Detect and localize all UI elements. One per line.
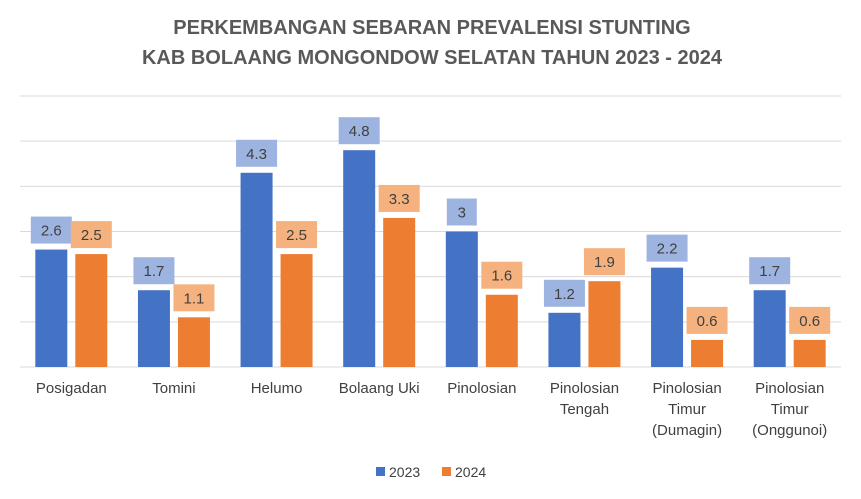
category-label: (Dumagin) — [652, 422, 722, 439]
category-label: Timur — [668, 401, 706, 418]
category-label: Tengah — [560, 401, 609, 418]
bar-2023 — [753, 290, 786, 367]
category-label: Pinolosian — [755, 380, 824, 397]
data-label-box — [30, 216, 72, 244]
bars — [35, 150, 826, 367]
data-label-box — [583, 248, 625, 276]
bar-2024 — [691, 339, 724, 367]
data-label: 1.2 — [554, 286, 575, 303]
bar-2024 — [75, 254, 108, 367]
data-label-box — [70, 221, 112, 249]
data-label-box — [133, 257, 175, 285]
bar-2024 — [793, 339, 826, 367]
category-label: Pinolosian — [550, 380, 619, 397]
category-label: (Onggunoi) — [752, 422, 827, 439]
data-label-box — [543, 279, 585, 307]
data-label-box — [789, 306, 831, 334]
category-labels: Posigadan Tomini Helumo Bolaang Uki Pinolosi… — [36, 380, 827, 439]
category-label: Posigadan — [36, 380, 107, 397]
bar-2024 — [485, 294, 518, 367]
bar-2024 — [280, 254, 313, 367]
data-label-box — [276, 221, 318, 249]
data-label-box — [646, 234, 688, 262]
data-label: 1.6 — [491, 268, 512, 285]
data-label-box — [481, 261, 523, 289]
data-label: 3.3 — [389, 191, 410, 208]
category-label: Tomini — [152, 380, 195, 397]
bar-2023 — [137, 290, 170, 367]
bar-2023 — [35, 249, 68, 367]
data-label: 4.3 — [246, 146, 267, 163]
chart-title-line-2: KAB BOLAANG MONGONDOW SELATAN TAHUN 2023… — [142, 47, 723, 69]
bar-2023 — [651, 267, 684, 367]
bar-2024 — [588, 281, 621, 367]
legend: 2023 2024 — [376, 464, 486, 480]
data-label: 2.6 — [41, 223, 62, 240]
data-label-box — [378, 184, 420, 212]
data-label: 2.2 — [657, 241, 678, 258]
chart-title-line-1: PERKEMBANGAN SEBARAN PREVALENSI STUNTING — [173, 17, 690, 39]
data-labels: 2.6 2.5 1.7 1.1 4.3 2.5 4.8 3.3 3 1.6 1.2 1.9 2.2 0.6… — [30, 117, 831, 334]
data-label-box — [338, 117, 380, 145]
category-label: Timur — [771, 401, 809, 418]
legend-swatch-2023 — [376, 467, 385, 476]
data-label-box — [236, 139, 278, 167]
data-label: 0.6 — [799, 313, 820, 330]
bar-2023 — [548, 312, 581, 367]
data-label: 4.8 — [349, 123, 370, 140]
data-label: 1.9 — [594, 254, 615, 271]
data-label-box — [446, 198, 477, 226]
data-label-box — [749, 257, 791, 285]
legend-swatch-2024 — [442, 467, 451, 476]
bar-2023 — [445, 231, 478, 367]
legend-label-2024: 2024 — [455, 464, 486, 480]
data-label: 1.7 — [759, 263, 780, 280]
data-label: 1.1 — [184, 290, 205, 307]
bar-2024 — [383, 217, 416, 367]
category-label: Pinolosian — [652, 380, 721, 397]
data-label: 1.7 — [144, 263, 165, 280]
bar-2023 — [343, 150, 376, 367]
data-label: 2.5 — [81, 227, 102, 244]
chart-title: PERKEMBANGAN SEBARAN PREVALENSI STUNTING… — [142, 17, 723, 69]
category-label: Helumo — [251, 380, 303, 397]
data-label-box — [173, 284, 215, 312]
data-label: 3 — [458, 205, 466, 222]
data-label: 0.6 — [697, 313, 718, 330]
category-label: Bolaang Uki — [339, 380, 420, 397]
legend-label-2023: 2023 — [389, 464, 420, 480]
bar-2023 — [240, 172, 273, 367]
data-label-box — [686, 306, 728, 334]
category-label: Pinolosian — [447, 380, 516, 397]
data-label: 2.5 — [286, 227, 307, 244]
bar-2024 — [177, 317, 210, 367]
